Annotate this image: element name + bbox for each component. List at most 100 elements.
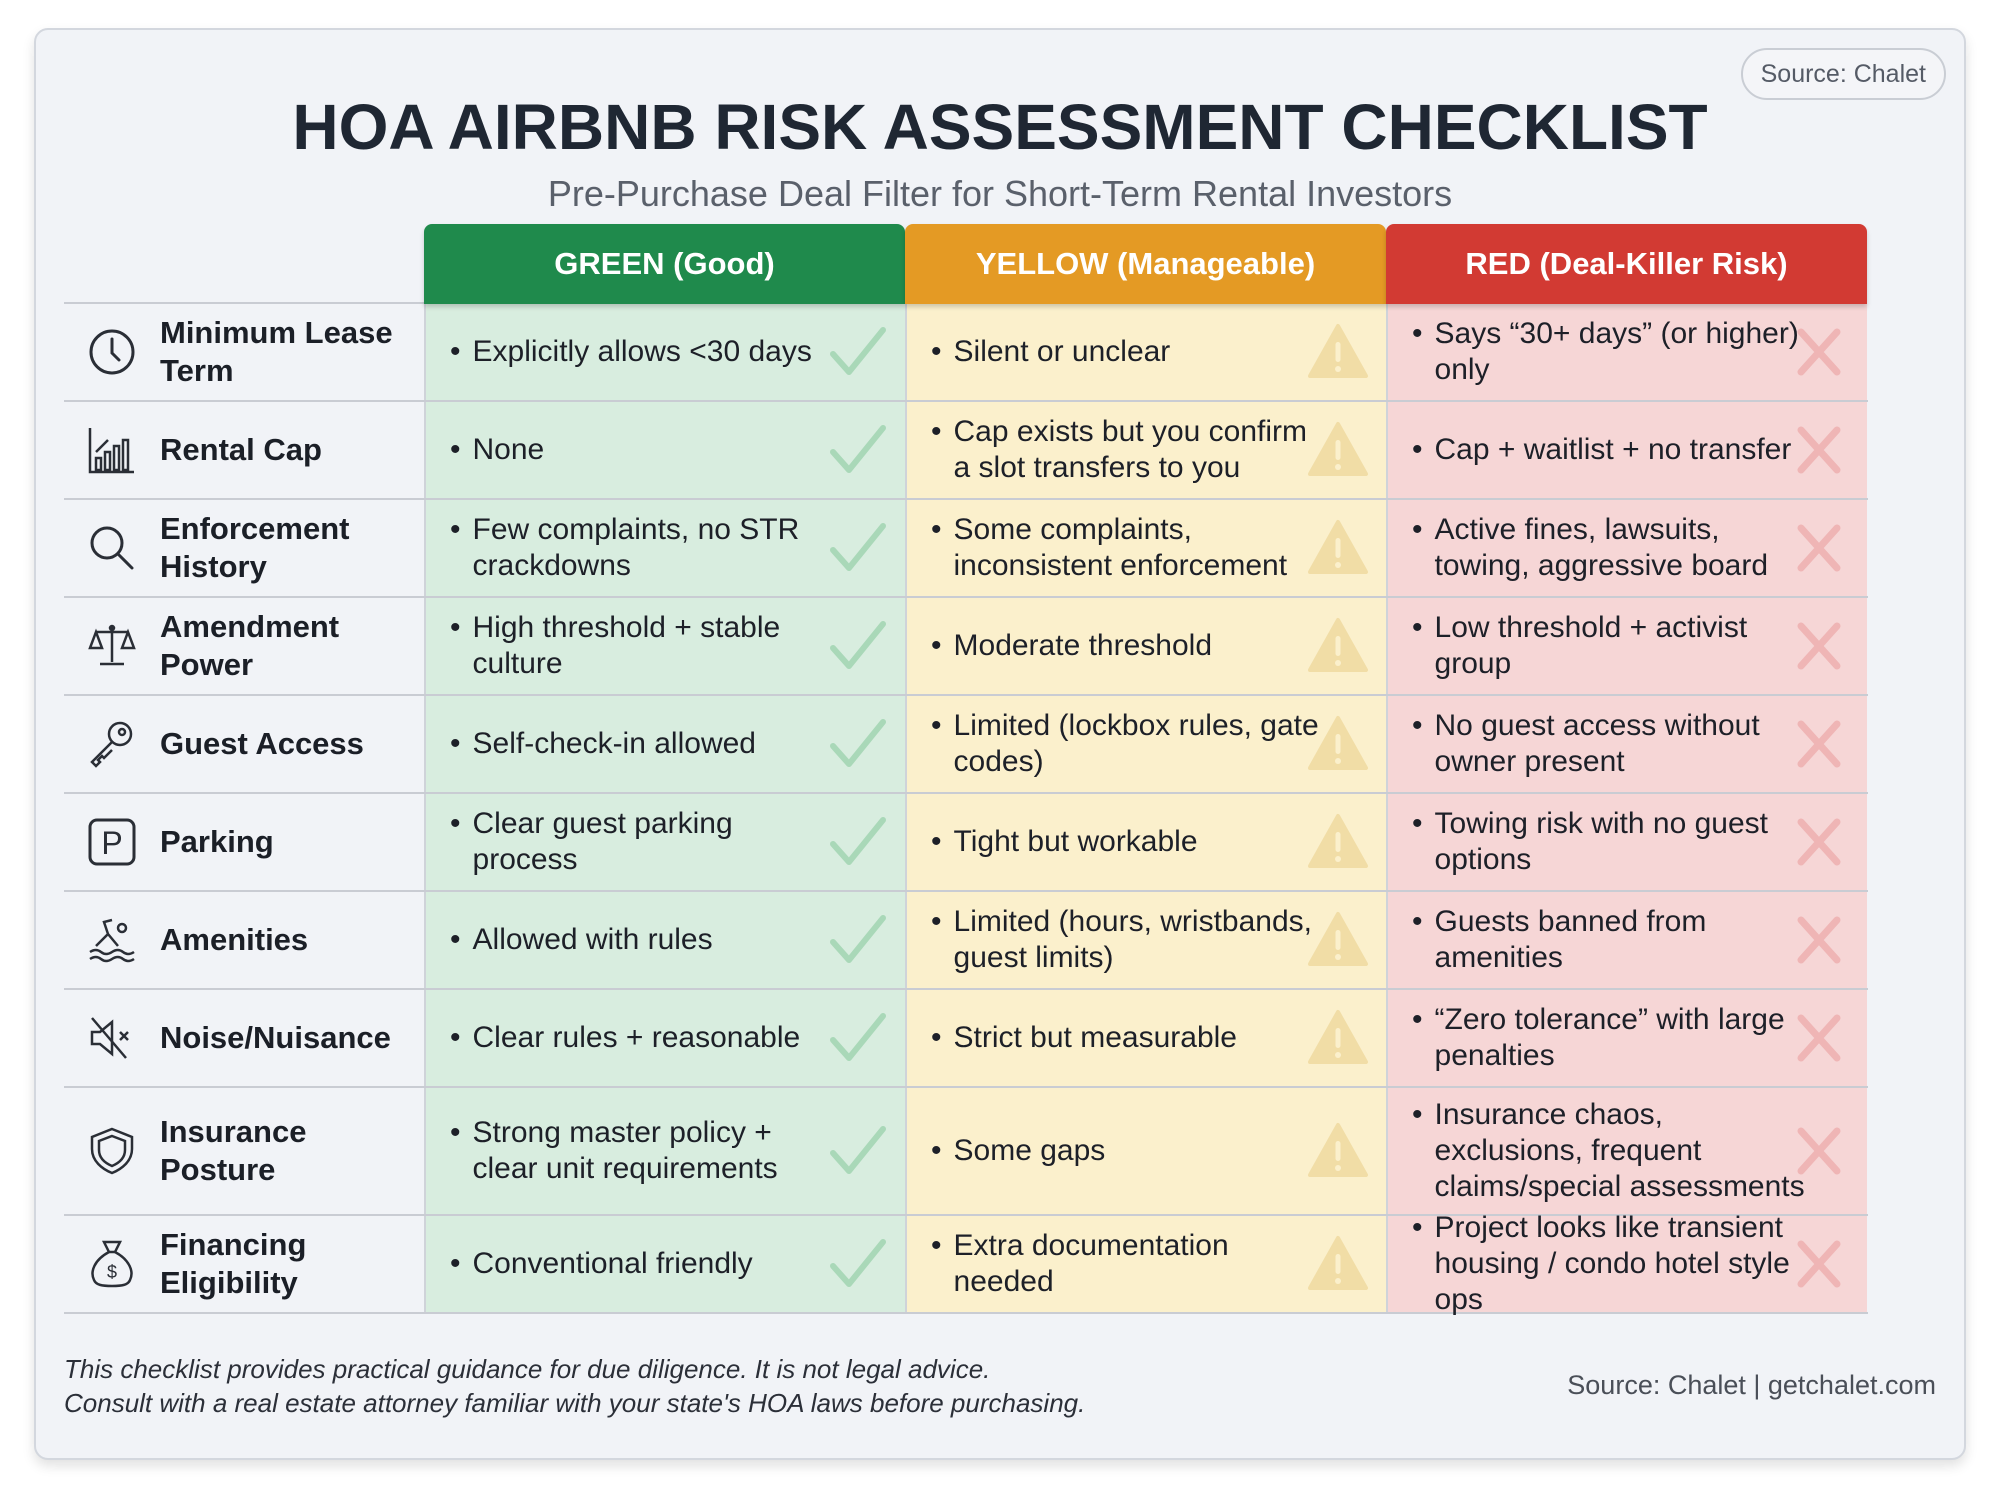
cell-green: Few complaints, no STR crackdowns xyxy=(424,500,905,596)
cell-text: High threshold + stable culture xyxy=(450,610,845,682)
cell-text: Cap exists but you confirm a slot transf… xyxy=(931,414,1326,486)
cell-text: Clear rules + reasonable xyxy=(450,1020,801,1056)
cell-text: “Zero tolerance” with large penalties xyxy=(1412,1002,1807,1074)
cell-yellow: Limited (hours, wristbands, guest limits… xyxy=(905,892,1386,988)
cell-text: Tight but workable xyxy=(931,824,1198,860)
table-body: Minimum Lease Term Explicitly allows <30… xyxy=(64,304,1868,1316)
cell-red: Project looks like transient housing / c… xyxy=(1386,1211,1867,1316)
table-row: Noise/Nuisance Clear rules + reasonable … xyxy=(64,990,1868,1088)
cell-green: Strong master policy + clear unit requir… xyxy=(424,1088,905,1214)
page-subtitle: Pre-Purchase Deal Filter for Short-Term … xyxy=(547,173,1453,214)
cell-red: Low threshold + activist group xyxy=(1386,598,1867,694)
cell-text: Explicitly allows <30 days xyxy=(450,334,812,370)
cell-text: Guests banned from amenities xyxy=(1412,904,1807,976)
cell-yellow: Limited (lockbox rules, gate codes) xyxy=(905,696,1386,792)
table-header: GREEN (Good) YELLOW (Manageable) RED (De… xyxy=(64,224,1868,304)
cell-yellow: Some complaints, inconsistent enforcemen… xyxy=(905,500,1386,596)
disclaimer-line: This checklist provides practical guidan… xyxy=(64,1354,991,1384)
row-label-text: Minimum Lease Term xyxy=(160,315,393,388)
risk-table: GREEN (Good) YELLOW (Manageable) RED (De… xyxy=(64,224,1868,1316)
row-label-text: Insurance Posture xyxy=(160,1114,307,1187)
row-label-text: Amendment Power xyxy=(160,609,340,682)
source-badge: Source: Chalet xyxy=(1740,48,1946,100)
table-row: Guest Access Self-check-in allowed Limit… xyxy=(64,696,1868,794)
money-bag-icon: $ xyxy=(86,1238,138,1290)
row-label: Amendment Power xyxy=(64,598,424,694)
cell-text: Towing risk with no guest options xyxy=(1412,806,1807,878)
cell-yellow: Cap exists but you confirm a slot transf… xyxy=(905,402,1386,498)
cell-text: Says “30+ days” (or higher) only xyxy=(1412,316,1807,388)
column-header-yellow: YELLOW (Manageable) xyxy=(905,224,1386,304)
cell-text: Active fines, lawsuits, towing, aggressi… xyxy=(1412,512,1807,584)
row-label-text: Guest Access xyxy=(160,726,364,761)
check-icon xyxy=(825,418,889,482)
cell-text: Cap + waitlist + no transfer xyxy=(1412,432,1792,468)
cell-text: No guest access without owner present xyxy=(1412,708,1807,780)
table-row: Rental Cap None Cap exists but you confi… xyxy=(64,402,1868,500)
svg-text:P: P xyxy=(101,825,122,861)
cell-green: Conventional friendly xyxy=(424,1216,905,1312)
magnifier-icon xyxy=(86,522,138,574)
svg-text:$: $ xyxy=(107,1262,117,1282)
table-row: Minimum Lease Term Explicitly allows <30… xyxy=(64,304,1868,402)
cell-text: Strong master policy + clear unit requir… xyxy=(450,1115,845,1187)
cell-yellow: Some gaps xyxy=(905,1088,1386,1214)
cell-text: Silent or unclear xyxy=(931,334,1171,370)
row-label: Guest Access xyxy=(64,696,424,792)
row-label-text: Parking xyxy=(160,824,274,859)
row-label: Rental Cap xyxy=(64,402,424,498)
cell-text: Moderate threshold xyxy=(931,628,1213,664)
cell-red: Insurance chaos, exclusions, frequent cl… xyxy=(1386,1088,1867,1214)
table-row: Amenities Allowed with rules Limited (ho… xyxy=(64,892,1868,990)
disclaimer-line: Consult with a real estate attorney fami… xyxy=(64,1388,1086,1418)
cell-red: Active fines, lawsuits, towing, aggressi… xyxy=(1386,500,1867,596)
shield-icon xyxy=(86,1125,138,1177)
cell-text: Self-check-in allowed xyxy=(450,726,756,762)
bar-chart-icon xyxy=(86,424,138,476)
cell-yellow: Extra documentation needed xyxy=(905,1216,1386,1312)
check-icon xyxy=(825,712,889,776)
cell-text: Few complaints, no STR crackdowns xyxy=(450,512,845,584)
row-label-text: Amenities xyxy=(160,922,309,957)
cell-yellow: Moderate threshold xyxy=(905,598,1386,694)
row-label: $ Financing Eligibility xyxy=(64,1216,424,1312)
table-row: Insurance Posture Strong master policy +… xyxy=(64,1088,1868,1216)
cell-red: Towing risk with no guest options xyxy=(1386,794,1867,890)
row-label-text: Noise/Nuisance xyxy=(160,1020,391,1055)
column-header-green: GREEN (Good) xyxy=(424,224,905,304)
footer-source: Source: Chalet | getchalet.com xyxy=(1567,1370,1936,1400)
row-label-text: Financing Eligibility xyxy=(160,1227,307,1300)
warning-icon xyxy=(1306,810,1370,874)
check-icon xyxy=(825,1006,889,1070)
table-row: Amendment Power High threshold + stable … xyxy=(64,598,1868,696)
cell-text: Conventional friendly xyxy=(450,1246,753,1282)
cell-text: Low threshold + activist group xyxy=(1412,610,1807,682)
cell-text: Extra documentation needed xyxy=(931,1228,1326,1300)
cell-green: High threshold + stable culture xyxy=(424,598,905,694)
cell-text: Insurance chaos, exclusions, frequent cl… xyxy=(1412,1097,1807,1205)
warning-icon xyxy=(1306,1006,1370,1070)
cell-text: None xyxy=(450,432,545,468)
row-label-text: Enforcement History xyxy=(160,511,350,584)
row-label: Insurance Posture xyxy=(64,1088,424,1214)
swimmer-icon xyxy=(86,914,138,966)
cell-yellow: Strict but measurable xyxy=(905,990,1386,1086)
mute-speaker-icon xyxy=(86,1012,138,1064)
check-icon xyxy=(825,1232,889,1296)
cell-text: Some complaints, inconsistent enforcemen… xyxy=(931,512,1326,584)
key-icon xyxy=(86,718,138,770)
cell-green: Self-check-in allowed xyxy=(424,696,905,792)
scales-icon xyxy=(86,620,138,672)
cell-green: Explicitly allows <30 days xyxy=(424,304,905,400)
cell-green: None xyxy=(424,402,905,498)
header-spacer xyxy=(64,224,424,304)
x-icon xyxy=(1787,418,1851,482)
check-icon xyxy=(825,320,889,384)
cell-text: Limited (hours, wristbands, guest limits… xyxy=(931,904,1326,976)
cell-yellow: Tight but workable xyxy=(905,794,1386,890)
cell-red: Guests banned from amenities xyxy=(1386,892,1867,988)
row-label: Amenities xyxy=(64,892,424,988)
cell-text: Allowed with rules xyxy=(450,922,713,958)
parking-icon: P xyxy=(86,816,138,868)
cell-text: Some gaps xyxy=(931,1133,1106,1169)
